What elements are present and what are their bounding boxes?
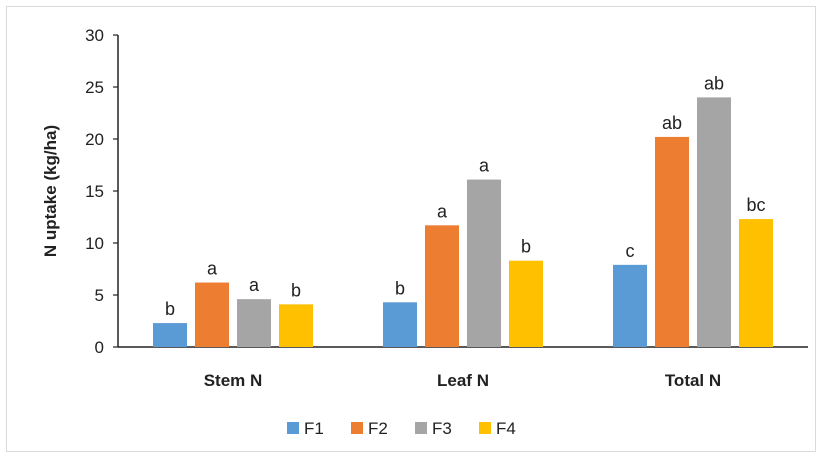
y-tick-label: 15 <box>85 182 104 201</box>
bar-f4-0 <box>279 304 313 347</box>
y-tick-label: 10 <box>85 234 104 253</box>
y-tick-label: 0 <box>95 338 104 357</box>
data-label: bc <box>746 195 765 215</box>
data-label: a <box>437 201 448 221</box>
legend-label-f3: F3 <box>432 419 452 438</box>
legend-swatch-f2 <box>351 422 363 434</box>
bar-f3-2 <box>697 97 731 348</box>
bar-f4-2 <box>739 219 773 347</box>
y-tick-label: 30 <box>85 26 104 45</box>
bar-f1-0 <box>153 323 187 347</box>
y-tick-label: 5 <box>95 286 104 305</box>
data-label: b <box>395 278 405 298</box>
legend-swatch-f1 <box>287 422 299 434</box>
x-category-label: Total N <box>665 371 721 390</box>
data-label: ab <box>704 73 724 93</box>
bar-f3-0 <box>237 299 271 347</box>
data-label: c <box>626 241 635 261</box>
legend-swatch-f3 <box>415 422 427 434</box>
data-label: b <box>291 280 301 300</box>
data-label: a <box>479 156 490 176</box>
legend-swatch-f4 <box>479 422 491 434</box>
bar-f2-1 <box>425 225 459 347</box>
bar-f3-1 <box>467 179 501 347</box>
x-category-label: Leaf N <box>437 371 489 390</box>
bar-f2-0 <box>195 282 229 347</box>
bar-f4-1 <box>509 260 543 347</box>
legend-label-f1: F1 <box>304 419 324 438</box>
legend-label-f2: F2 <box>368 419 388 438</box>
data-label: a <box>249 275 260 295</box>
y-tick-label: 20 <box>85 130 104 149</box>
bar-f1-2 <box>613 264 647 347</box>
legend-label-f4: F4 <box>496 419 516 438</box>
x-category-label: Stem N <box>204 371 263 390</box>
data-label: ab <box>662 113 682 133</box>
y-axis-title: N uptake (kg/ha) <box>41 125 60 257</box>
bar-f2-2 <box>655 136 689 347</box>
y-tick-label: 25 <box>85 78 104 97</box>
data-label: a <box>207 259 218 279</box>
data-label: b <box>165 299 175 319</box>
bar-f1-1 <box>383 302 417 347</box>
data-label: b <box>521 237 531 257</box>
